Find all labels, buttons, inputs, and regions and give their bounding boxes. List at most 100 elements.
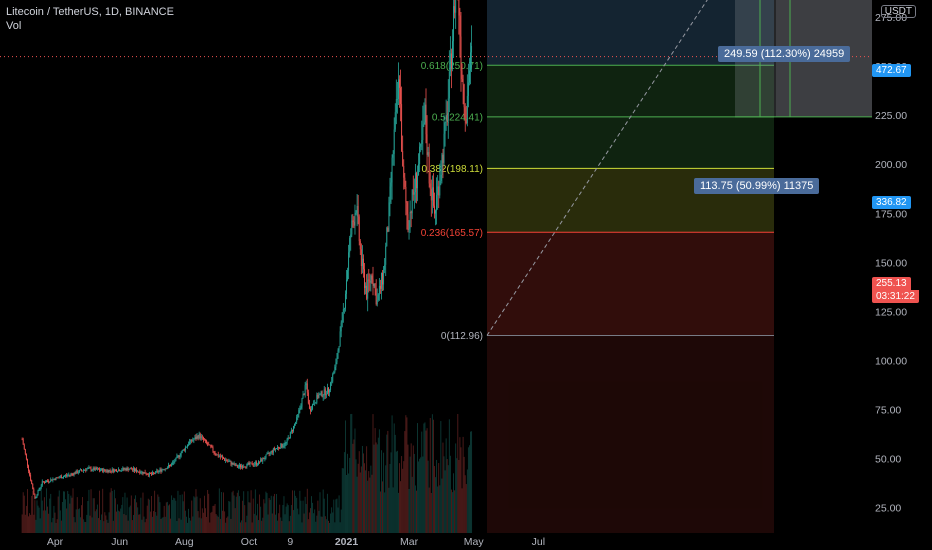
volume-bar bbox=[45, 510, 46, 533]
volume-bar bbox=[346, 474, 347, 533]
candle-body bbox=[48, 480, 50, 482]
candle-body bbox=[396, 98, 398, 100]
volume-bar bbox=[302, 500, 304, 533]
candle-body bbox=[58, 477, 60, 479]
volume-bar bbox=[185, 516, 187, 533]
candle-body bbox=[423, 122, 425, 125]
volume-bar bbox=[449, 455, 451, 533]
candle-body bbox=[304, 385, 306, 395]
volume-bar bbox=[366, 446, 368, 533]
candle-body bbox=[296, 417, 298, 423]
x-tick-label: Mar bbox=[400, 536, 419, 548]
candle-body bbox=[410, 211, 412, 214]
volume-bar bbox=[347, 453, 349, 533]
volume-bar bbox=[193, 496, 195, 533]
volume-bar bbox=[83, 519, 85, 533]
volume-bar bbox=[169, 504, 170, 533]
volume-bar bbox=[160, 518, 162, 533]
volume-bar bbox=[396, 450, 398, 533]
volume-bar bbox=[270, 495, 272, 533]
volume-bar bbox=[288, 521, 290, 533]
candle-body bbox=[443, 133, 445, 163]
y-tick-label: 25.00 bbox=[875, 503, 901, 515]
volume-bar bbox=[357, 463, 359, 533]
candle-body bbox=[31, 480, 33, 484]
candle-body bbox=[53, 478, 55, 480]
volume-bar bbox=[277, 520, 279, 533]
volume-bar bbox=[337, 507, 339, 533]
candle-body bbox=[211, 446, 213, 448]
candle-body bbox=[300, 406, 302, 409]
candle-body bbox=[248, 463, 250, 465]
candle-body bbox=[179, 455, 181, 458]
volume-bar bbox=[443, 456, 445, 533]
candle-body bbox=[363, 258, 364, 270]
candle-body bbox=[52, 479, 54, 481]
volume-bar bbox=[146, 505, 148, 533]
y-tick-label: 175.00 bbox=[875, 208, 907, 220]
candle-body bbox=[252, 465, 254, 466]
volume-bar bbox=[65, 499, 67, 533]
volume-bar bbox=[250, 490, 252, 533]
candle-body bbox=[269, 452, 271, 454]
volume-bar bbox=[355, 459, 357, 533]
candle-body bbox=[126, 467, 128, 471]
candle-body bbox=[142, 471, 144, 474]
candle-body bbox=[222, 456, 223, 458]
volume-bar bbox=[384, 492, 386, 533]
x-tick-label: 2021 bbox=[335, 536, 359, 548]
candle-body bbox=[207, 442, 209, 445]
candle-body bbox=[82, 470, 84, 472]
volume-bar bbox=[99, 490, 100, 533]
candle-body bbox=[366, 285, 368, 299]
candle-body bbox=[307, 392, 309, 404]
candle-body bbox=[262, 457, 264, 462]
candle-body bbox=[57, 477, 59, 479]
candle-body bbox=[205, 440, 206, 442]
volume-bar bbox=[252, 498, 254, 533]
candle-body bbox=[169, 465, 170, 466]
volume-bar bbox=[94, 511, 96, 533]
volume-bar bbox=[136, 502, 138, 533]
candle-body bbox=[387, 227, 389, 232]
candle-body bbox=[315, 402, 317, 404]
volume-bar bbox=[391, 415, 393, 533]
volume-bar bbox=[456, 458, 458, 533]
volume-bar bbox=[469, 445, 470, 533]
volume-bar bbox=[108, 512, 110, 533]
candle-body bbox=[287, 437, 289, 439]
volume-bar bbox=[54, 512, 56, 533]
candle-body bbox=[161, 469, 163, 472]
candle-body bbox=[175, 457, 177, 462]
candle-body bbox=[246, 463, 248, 468]
currency-button[interactable]: USDT bbox=[880, 5, 916, 18]
candle-body bbox=[271, 450, 273, 453]
volume-bar bbox=[155, 511, 157, 533]
volume-bar bbox=[243, 491, 245, 533]
volume-bar bbox=[440, 421, 442, 533]
candle-body bbox=[310, 408, 311, 411]
volume-bar bbox=[376, 444, 378, 533]
candle-body bbox=[41, 481, 43, 486]
volume-bar bbox=[408, 488, 410, 533]
volume-bar bbox=[53, 505, 55, 533]
candle-body bbox=[159, 469, 161, 471]
candle-body bbox=[450, 53, 452, 69]
volume-bar bbox=[352, 443, 354, 533]
candle-body bbox=[38, 489, 40, 491]
volume-bar bbox=[194, 497, 196, 533]
volume-bar bbox=[267, 514, 269, 533]
candle-body bbox=[109, 470, 111, 471]
volume-bar bbox=[113, 489, 115, 533]
candle-body bbox=[194, 437, 196, 440]
candle-body bbox=[145, 473, 147, 475]
volume-bar bbox=[71, 497, 73, 533]
candle-body bbox=[238, 465, 240, 467]
candle-body bbox=[461, 71, 463, 80]
volume-bar bbox=[76, 497, 78, 533]
volume-bar bbox=[441, 478, 443, 533]
volume-bar bbox=[213, 505, 215, 533]
candle-body bbox=[89, 467, 91, 469]
candle-body bbox=[93, 467, 95, 471]
